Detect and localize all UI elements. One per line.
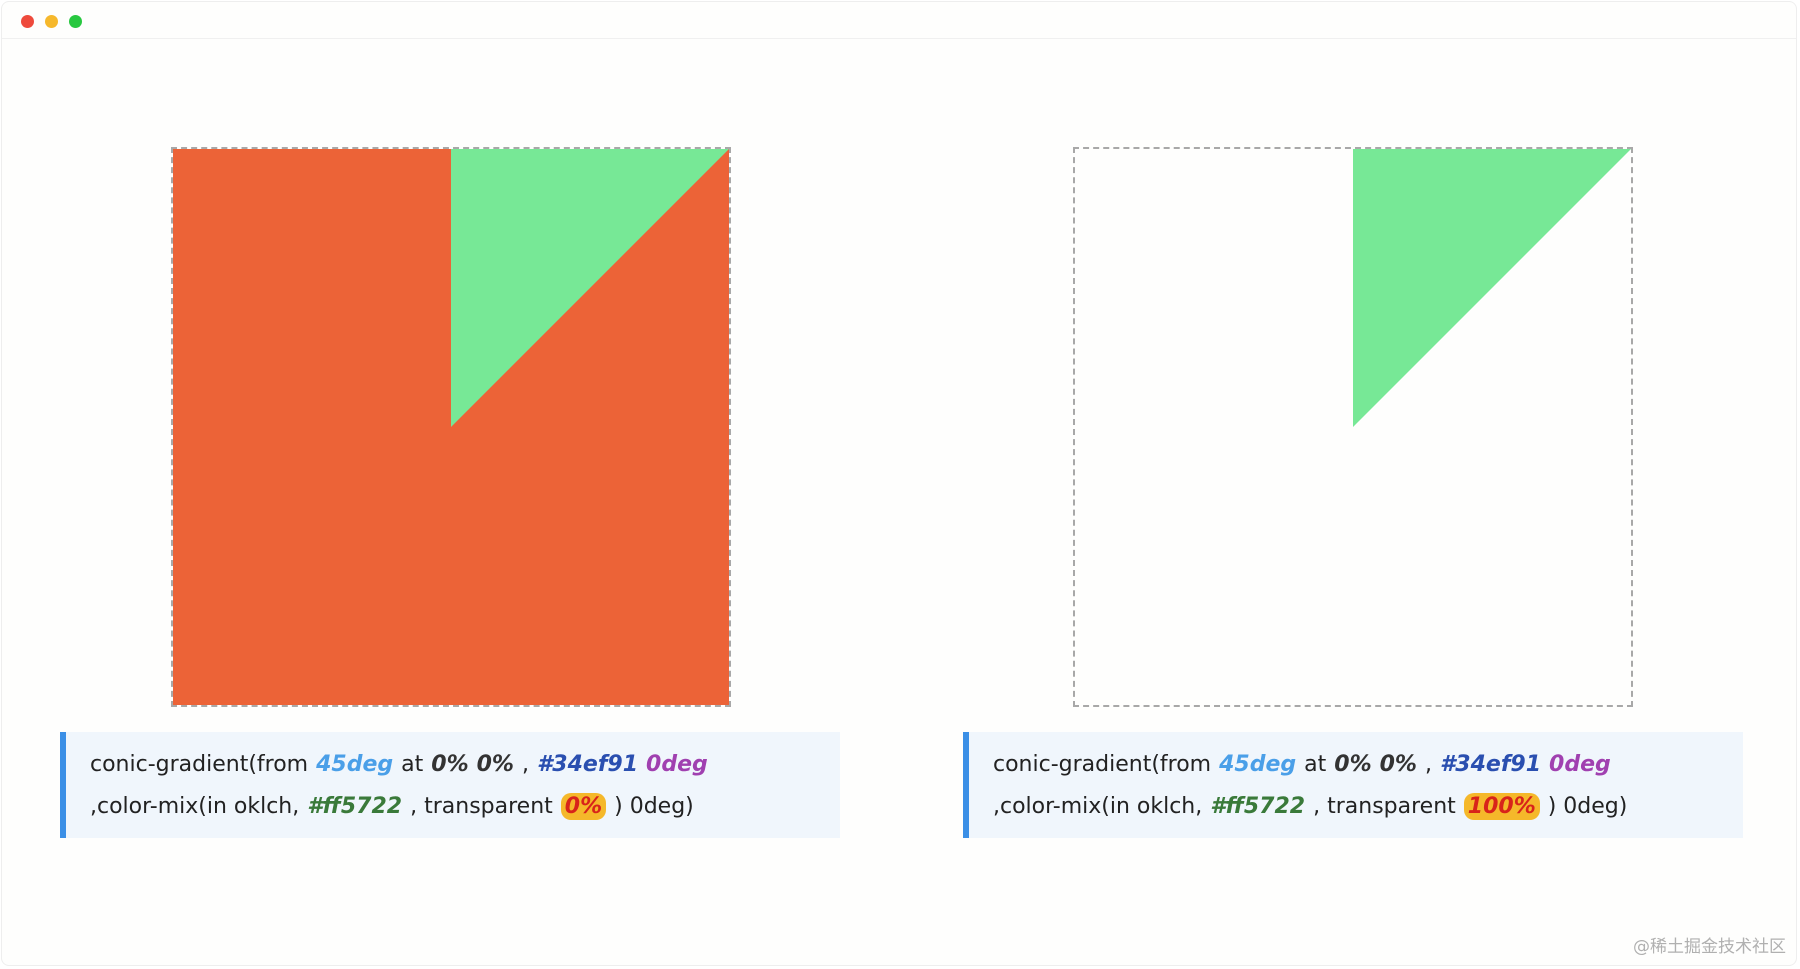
swatch (171, 147, 731, 707)
code-token: #34ef91 (1439, 752, 1542, 777)
code-block: conic-gradient(from 45deg at 0% 0%, #34ef91 0d… (963, 732, 1743, 838)
code-token: 0% (476, 752, 514, 777)
code-token: 0deg (646, 752, 708, 777)
code-token: 45deg (1219, 752, 1297, 777)
code-token: , (521, 752, 529, 777)
code-token: , transparent (410, 794, 553, 819)
green-wedge (1353, 149, 1631, 427)
watermark: @稀土掘金技术社区 (1633, 937, 1786, 957)
code-token: ,color-mix(in oklch, (993, 794, 1203, 819)
title-bar (2, 2, 1796, 39)
swatch-graphic (173, 149, 729, 705)
code-token: 0% (560, 793, 607, 820)
code-token: #34ef91 (536, 752, 639, 777)
close-button[interactable] (21, 15, 34, 28)
code-line: conic-gradient(from 45deg at 0% 0%, #34ef91 0d… (90, 744, 840, 786)
code-token: 100% (1463, 793, 1540, 820)
code-token: ) 0deg) (614, 794, 694, 819)
code-token: 0deg (1549, 752, 1611, 777)
code-token: #ff5722 (1210, 794, 1306, 819)
code-block: conic-gradient(from 45deg at 0% 0%, #34ef91 0d… (60, 732, 840, 838)
code-token: 0% (1334, 752, 1372, 777)
code-token: conic-gradient(from (993, 752, 1212, 777)
code-token: at (401, 752, 424, 777)
minimize-button[interactable] (45, 15, 58, 28)
code-line: conic-gradient(from 45deg at 0% 0%, #34ef91 0d… (993, 744, 1743, 786)
code-token: 0% (1379, 752, 1417, 777)
code-token: 0% (431, 752, 469, 777)
code-token: ) 0deg) (1547, 794, 1628, 819)
code-token: , transparent (1313, 794, 1456, 819)
maximize-button[interactable] (69, 15, 82, 28)
swatch-graphic (1353, 149, 1631, 427)
code-line: ,color-mix(in oklch, #ff5722 , transparent… (90, 786, 840, 828)
code-token: at (1304, 752, 1327, 777)
green-wedge (451, 149, 729, 427)
code-token: 45deg (316, 752, 394, 777)
code-line: ,color-mix(in oklch, #ff5722 , transparent… (993, 786, 1743, 828)
code-token: , (1424, 752, 1432, 777)
swatch (1073, 147, 1633, 707)
code-token: ,color-mix(in oklch, (90, 794, 300, 819)
code-token: conic-gradient(from (90, 752, 309, 777)
code-token: #ff5722 (307, 794, 403, 819)
